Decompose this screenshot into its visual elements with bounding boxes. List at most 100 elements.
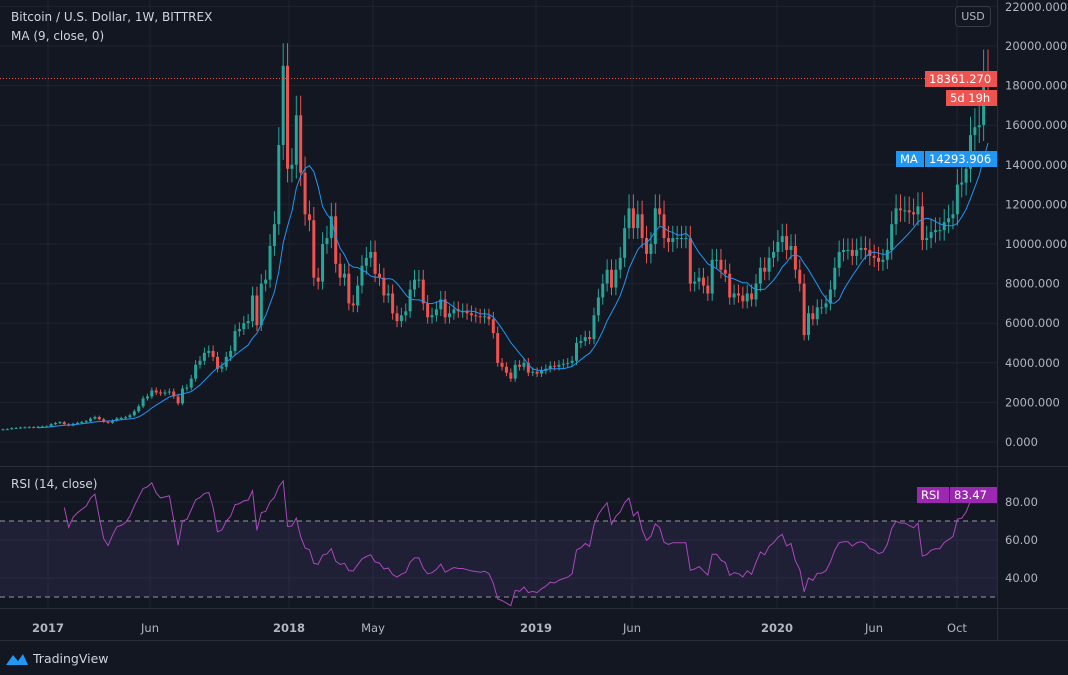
candle-body (391, 293, 395, 314)
candle-body (732, 293, 736, 298)
candle-body (535, 371, 539, 374)
candle-body (342, 273, 346, 278)
candle-body (469, 313, 473, 316)
candle-body (36, 426, 40, 428)
candle-body (185, 387, 189, 389)
candle-body (728, 273, 732, 298)
candle-body (701, 277, 705, 286)
candle-body (824, 303, 828, 308)
candle-body (863, 247, 867, 250)
time-tick-label: 2018 (273, 621, 305, 635)
candle-body (180, 388, 184, 404)
candle-body (106, 421, 110, 423)
candle-body (719, 259, 723, 270)
candle-body (588, 337, 592, 340)
candle-body (194, 364, 198, 379)
price-tick-label: 2000.000 (1005, 395, 1060, 409)
candle-body (877, 257, 881, 262)
axes: 0.000 2000.000 4000.000 6000.000 8000.000 100… (32, 0, 1067, 635)
time-tick-label: 2020 (761, 621, 793, 635)
candle-body (894, 208, 898, 225)
candle-body (487, 316, 491, 320)
candle-body (159, 392, 163, 394)
candle-body (758, 267, 762, 284)
candle-body (128, 415, 132, 418)
candle-body (592, 315, 596, 340)
tradingview-brand[interactable]: TradingView (6, 651, 109, 666)
candle-body (220, 366, 224, 369)
candle-body (211, 350, 215, 357)
time-tick-label: Jun (622, 621, 641, 635)
time-tick-label: Jun (140, 621, 159, 635)
candle-body (259, 283, 263, 326)
candle-body (750, 293, 754, 300)
price-chart[interactable]: 0.000 2000.000 4000.000 6000.000 8000.000 100… (0, 0, 1068, 640)
candle-body (110, 420, 114, 423)
candle-body (356, 285, 360, 306)
candle-body (413, 279, 417, 290)
candle-body (561, 363, 565, 365)
candle-body (281, 65, 285, 145)
candle-body (920, 206, 924, 241)
candle-body (395, 313, 399, 322)
candle-body (443, 299, 447, 318)
candle-body (885, 249, 889, 260)
candle-body (303, 172, 307, 215)
candle-body (640, 214, 644, 239)
candle-body (557, 364, 561, 367)
candle-body (570, 360, 574, 363)
candle-body (216, 356, 220, 369)
candle-body (154, 390, 158, 393)
candle-body (583, 337, 587, 342)
candle-body (780, 236, 784, 243)
candle-body (465, 311, 469, 314)
candle-body (531, 371, 535, 373)
candle-body (798, 269, 802, 284)
candle-body (855, 249, 859, 256)
candle-body (675, 238, 679, 240)
rsi-line (63, 479, 989, 607)
candle-body (605, 269, 609, 284)
candle-body (75, 422, 79, 424)
candle-body (386, 293, 390, 296)
candle-body (684, 238, 688, 240)
candle-body (229, 350, 233, 357)
currency-button[interactable]: USD (955, 6, 991, 27)
candle-body (636, 214, 640, 229)
candle-body (325, 238, 329, 244)
candle-body (207, 350, 211, 353)
candle-body (242, 323, 246, 330)
candle-body (596, 297, 600, 316)
countdown-label: 5d 19h (946, 90, 997, 106)
time-tick-label: May (361, 621, 385, 635)
candle-body (802, 283, 806, 336)
rsi-legend[interactable]: RSI (14, close) (11, 477, 98, 491)
candle-body (793, 245, 797, 270)
ma-value-label: 14293.906 (925, 151, 997, 167)
candle-body (478, 316, 482, 318)
candle-body (649, 244, 653, 254)
candle-body (618, 257, 622, 270)
candle-body (645, 238, 649, 254)
candle-body (119, 418, 123, 420)
candle-body (960, 182, 964, 185)
ma-legend[interactable]: MA (9, close, 0) (11, 29, 105, 43)
candle-body (338, 263, 342, 278)
rsi-name-label: RSI (917, 487, 949, 503)
candle-body (251, 295, 255, 322)
time-tick-label: Oct (947, 621, 967, 635)
grid (0, 0, 997, 608)
candle-body (408, 289, 412, 312)
candle-body (929, 232, 933, 239)
candle-body (653, 208, 657, 244)
candle-body (360, 265, 364, 286)
price-tick-label: 18000.000 (1005, 79, 1067, 93)
price-tick-label: 4000.000 (1005, 356, 1060, 370)
tradingview-logo-icon (6, 653, 28, 665)
candle-body (623, 228, 627, 258)
candle-body (189, 378, 193, 388)
candle-body (89, 418, 93, 422)
candle-body (307, 214, 311, 221)
candle-body (710, 259, 714, 294)
candle-body (754, 283, 758, 300)
